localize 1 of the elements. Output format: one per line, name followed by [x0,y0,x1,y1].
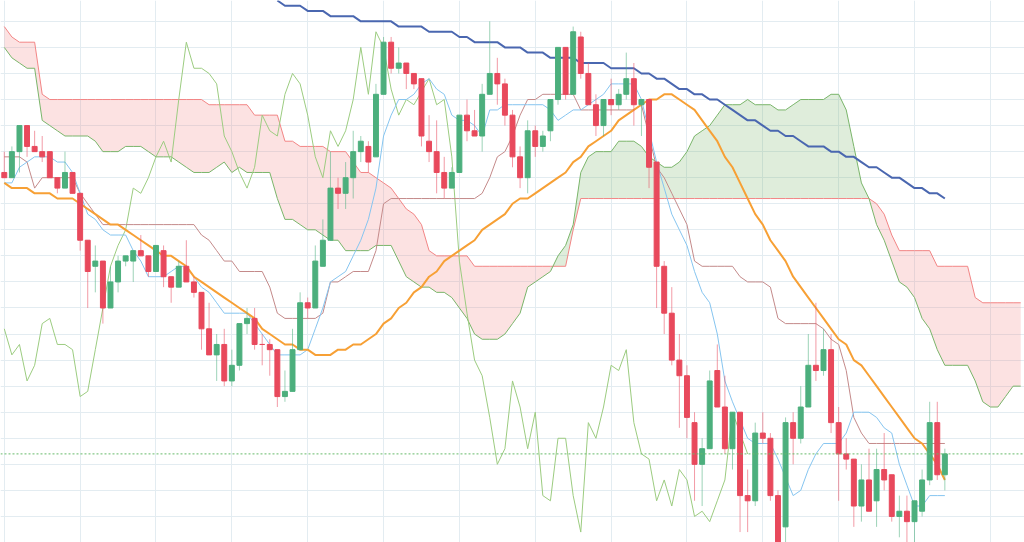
candlestick [69,171,76,194]
